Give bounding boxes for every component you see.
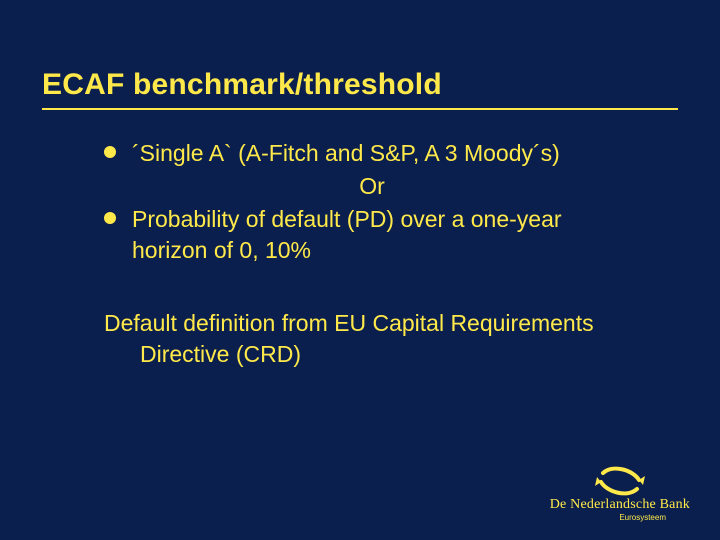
- slide: ECAF benchmark/threshold ´Single A` (A-F…: [0, 0, 720, 540]
- dnb-logo-icon: [593, 466, 647, 496]
- paragraph-line: Default definition from EU Capital Requi…: [104, 310, 594, 336]
- bullet-item: ´Single A` (A-Fitch and S&P, A 3 Moody´s…: [104, 138, 638, 169]
- paragraph-line: Directive (CRD): [104, 339, 638, 370]
- paragraph: Default definition from EU Capital Requi…: [42, 308, 678, 370]
- bullet-icon: [104, 146, 116, 158]
- bullet-item: Probability of default (PD) over a one-y…: [104, 204, 638, 266]
- bullet-or: Or: [132, 173, 612, 200]
- footer-org: De Nederlandsche Bank: [550, 498, 690, 512]
- bullet-list: ´Single A` (A-Fitch and S&P, A 3 Moody´s…: [42, 138, 678, 266]
- bullet-text: Probability of default (PD) over a one-y…: [132, 204, 638, 266]
- footer-sub: Eurosysteem: [550, 513, 690, 522]
- bullet-icon: [104, 212, 116, 224]
- footer-logo-block: De Nederlandsche Bank Eurosysteem: [550, 466, 690, 522]
- title-rule: [42, 108, 678, 110]
- bullet-text: ´Single A` (A-Fitch and S&P, A 3 Moody´s…: [132, 138, 560, 169]
- slide-title: ECAF benchmark/threshold: [42, 68, 678, 102]
